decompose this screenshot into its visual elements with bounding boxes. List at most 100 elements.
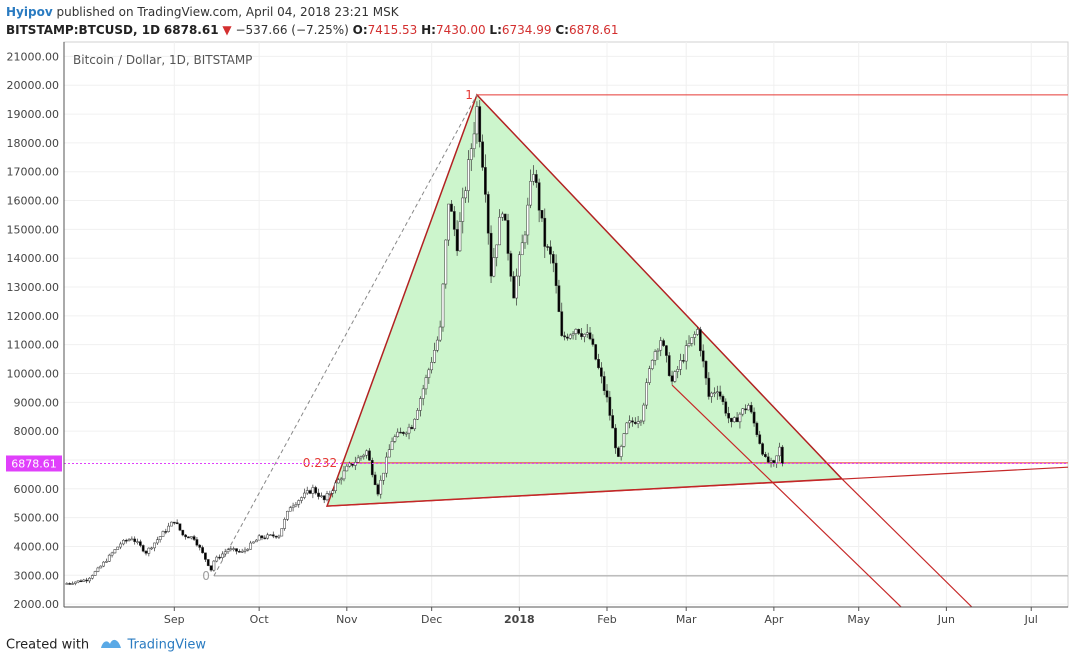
candle-body <box>139 541 142 546</box>
x-tick-label: Feb <box>597 613 616 626</box>
candle-body <box>534 174 538 183</box>
candle-body <box>317 492 320 497</box>
candle-body <box>495 244 499 258</box>
candle-body <box>393 436 397 442</box>
candle-body <box>679 360 682 370</box>
candle-body <box>529 181 532 206</box>
candle-body <box>659 340 663 351</box>
candle-body <box>359 456 363 459</box>
candle-body <box>229 548 233 551</box>
x-tick-label: Jun <box>937 613 955 626</box>
candle-body <box>153 542 156 549</box>
candle-body <box>461 197 465 222</box>
candle-body <box>107 554 111 562</box>
candle-body <box>458 221 462 252</box>
candle-body <box>662 340 665 346</box>
candle-body <box>727 413 730 419</box>
candle-body <box>481 141 484 168</box>
candle-body <box>223 551 227 555</box>
candle-body <box>99 565 103 569</box>
candle-body <box>260 535 264 539</box>
candle-body <box>732 417 736 423</box>
candle-body <box>410 426 414 430</box>
candle-body <box>430 362 434 371</box>
candle-body <box>619 446 623 457</box>
support-trendline[interactable] <box>326 466 1068 507</box>
candle-body <box>421 388 425 399</box>
y-tick-label: 4000.00 <box>14 540 60 553</box>
candle-body <box>554 262 558 286</box>
y-tick-label: 15000.00 <box>7 223 60 236</box>
candle-body <box>243 549 247 552</box>
candle-body <box>625 422 629 434</box>
tradingview-link[interactable]: TradingView <box>127 637 206 653</box>
candle-body <box>85 579 88 582</box>
x-tick-label: 2018 <box>504 613 535 626</box>
candle-body <box>775 455 779 464</box>
candle-body <box>71 583 74 585</box>
x-tick-label: Apr <box>764 613 784 626</box>
candle-body <box>212 560 216 571</box>
y-axis[interactable]: 2000.003000.004000.005000.006000.007000.… <box>7 50 60 611</box>
candle-body <box>517 254 521 277</box>
candle-body <box>300 497 303 501</box>
candle-body <box>509 253 513 277</box>
candle-body <box>254 539 258 543</box>
x-tick-label: Dec <box>421 613 442 626</box>
candle-body <box>622 433 626 447</box>
tradingview-logo-icon <box>99 636 123 654</box>
publish-line: Hyipov published on TradingView.com, Apr… <box>6 5 399 19</box>
candle-body <box>444 239 448 285</box>
resistance-extension-line[interactable] <box>841 478 973 607</box>
candle-body <box>249 542 253 550</box>
y-tick-label: 20000.00 <box>7 79 60 92</box>
candle-body <box>240 551 244 553</box>
candle-body <box>438 326 442 341</box>
candle-body <box>155 539 159 544</box>
candle-body <box>498 216 501 246</box>
candle-body <box>526 204 530 236</box>
candle-body <box>218 556 221 559</box>
y-tick-label: 14000.00 <box>7 252 60 265</box>
candle-body <box>399 431 402 434</box>
candle-body <box>68 583 72 585</box>
inner-channel-line[interactable] <box>671 384 902 607</box>
candle-body <box>633 421 637 424</box>
candle-body <box>435 339 439 351</box>
candle-body <box>339 478 343 481</box>
candle-body <box>305 490 309 494</box>
candle-body <box>209 565 213 571</box>
candle-body <box>670 375 674 382</box>
candle-body <box>631 420 634 423</box>
author-link[interactable]: Hyipov <box>6 5 53 19</box>
candle-body <box>735 417 739 423</box>
candle-body <box>144 550 148 554</box>
candle-body <box>124 539 128 542</box>
candle-body <box>707 377 711 397</box>
candle-body <box>65 583 69 585</box>
candle-body <box>189 536 193 539</box>
candle-body <box>133 538 137 542</box>
fib-trend-dashed-line[interactable] <box>213 94 478 577</box>
candle-body <box>478 106 482 143</box>
fib-level-label: 1 <box>465 88 473 102</box>
candle-body <box>232 548 236 550</box>
candle-body <box>549 246 552 255</box>
candle-body <box>206 559 210 566</box>
down-arrow-icon: ▼ <box>222 23 232 37</box>
candle-body <box>501 213 504 218</box>
candle-body <box>362 454 366 457</box>
x-tick-label: Oct <box>250 613 270 626</box>
y-tick-label: 2000.00 <box>14 598 60 611</box>
candle-body <box>597 359 600 369</box>
candle-body <box>650 359 654 369</box>
candle-body <box>730 417 733 423</box>
candle-body <box>747 405 750 411</box>
candle-body <box>181 529 185 536</box>
x-axis[interactable]: Sep Oct Nov Dec 2018 Feb Mar Apr May Jun Jul <box>164 607 1038 626</box>
candle-body <box>164 531 168 533</box>
candle-body <box>320 495 323 498</box>
candle-body <box>704 360 708 379</box>
candle-body <box>543 217 547 247</box>
